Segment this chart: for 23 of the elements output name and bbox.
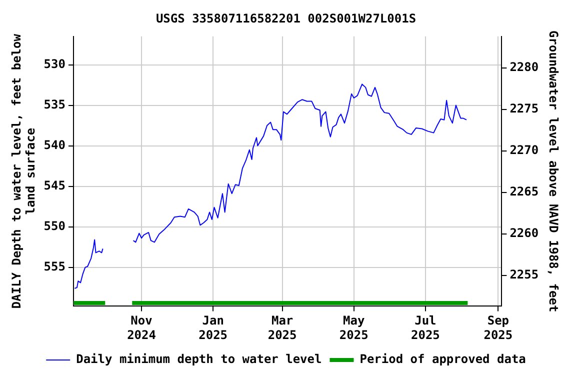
x-tick-label: Jul 2025 <box>410 314 440 342</box>
legend-label: Daily minimum depth to water level <box>76 352 322 366</box>
y2-tick-label: 2270 <box>510 143 539 158</box>
y-tick-label: 540 <box>44 138 66 152</box>
x-tick-label: May 2025 <box>339 314 368 342</box>
y2-axis-title: Groundwater level above NAVD 1988, feet <box>546 30 561 312</box>
x-tick-label: Nov 2024 <box>127 314 156 342</box>
y2-tick-label: 2280 <box>510 60 539 74</box>
y2-tick-label: 2260 <box>510 226 539 240</box>
x-tick-label: Jan 2025 <box>198 314 228 342</box>
x-tick-label: Sep 2025 <box>484 314 513 342</box>
y-tick-label: 545 <box>44 178 66 192</box>
y-tick-label: 530 <box>44 56 66 71</box>
y2-tick-label: 2275 <box>510 102 539 116</box>
y-tick-label: 535 <box>44 97 66 112</box>
y2-tick-label: 2265 <box>510 184 539 199</box>
y-axis-title: DAILY Depth to water level, feet below land surface <box>9 33 38 309</box>
chart-title: USGS 335807116582201 002S001W27L001S <box>156 11 416 26</box>
y-tick-label: 555 <box>44 259 66 274</box>
y2-tick-label: 2255 <box>510 268 539 282</box>
legend-label: Period of approved data <box>360 352 526 366</box>
y-tick-label: 550 <box>44 218 66 233</box>
x-tick-label: Mar 2025 <box>268 314 297 342</box>
